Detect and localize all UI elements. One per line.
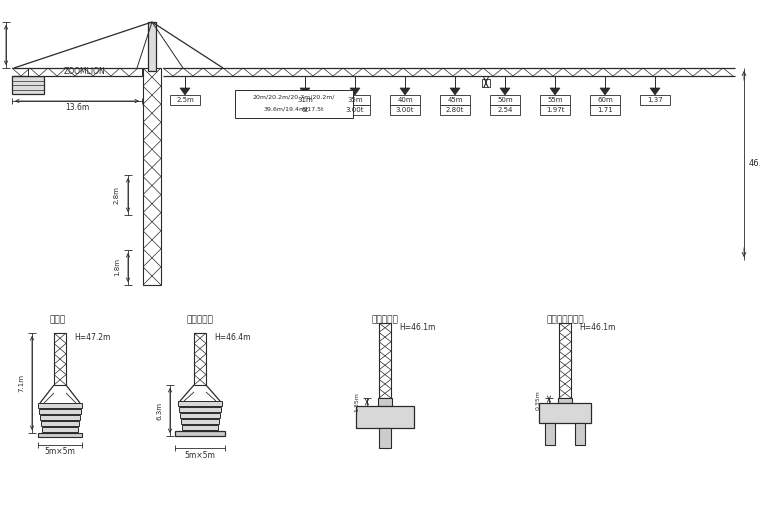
- Bar: [182, 425, 218, 430]
- Text: 支腿固定式: 支腿固定式: [372, 316, 398, 325]
- Polygon shape: [300, 88, 310, 95]
- Text: ZOOMLION: ZOOMLION: [64, 68, 106, 77]
- Polygon shape: [450, 88, 460, 95]
- Polygon shape: [400, 88, 410, 95]
- Text: 1.8m: 1.8m: [114, 258, 120, 277]
- Bar: [181, 419, 219, 424]
- Text: 35m: 35m: [347, 97, 363, 103]
- Bar: [379, 323, 391, 398]
- Bar: [640, 95, 670, 105]
- Text: 2.5m: 2.5m: [176, 97, 194, 103]
- Bar: [540, 105, 570, 115]
- Bar: [378, 398, 392, 406]
- Bar: [575, 423, 585, 445]
- Text: 45m: 45m: [447, 97, 463, 103]
- Text: 50m: 50m: [497, 97, 513, 103]
- Text: 2.80t: 2.80t: [446, 107, 464, 113]
- Polygon shape: [500, 88, 510, 95]
- Text: 31m: 31m: [297, 97, 313, 103]
- Text: 3.00t: 3.00t: [396, 107, 414, 113]
- Bar: [42, 427, 78, 432]
- Text: 6.3m: 6.3m: [156, 402, 162, 419]
- Text: 7.1m: 7.1m: [18, 374, 24, 392]
- Bar: [545, 423, 555, 445]
- Bar: [179, 407, 221, 412]
- Text: 40m: 40m: [397, 97, 413, 103]
- Bar: [539, 403, 591, 423]
- Text: 55m: 55m: [547, 97, 562, 103]
- Bar: [39, 409, 81, 414]
- Polygon shape: [180, 88, 190, 95]
- Text: 39.6m/19.4m/17.5t: 39.6m/19.4m/17.5t: [264, 106, 325, 111]
- Bar: [170, 95, 200, 105]
- Text: 0.35m: 0.35m: [536, 391, 541, 411]
- Bar: [340, 95, 370, 105]
- Bar: [38, 433, 82, 437]
- Polygon shape: [550, 88, 560, 95]
- Text: 底架固定式: 底架固定式: [186, 316, 214, 325]
- Bar: [180, 413, 220, 418]
- Bar: [194, 333, 206, 385]
- Bar: [440, 105, 470, 115]
- Bar: [41, 421, 79, 426]
- Bar: [490, 105, 520, 115]
- Text: 2.54: 2.54: [497, 107, 513, 113]
- Bar: [558, 398, 572, 403]
- Bar: [379, 428, 391, 448]
- Bar: [178, 401, 222, 406]
- Bar: [540, 95, 570, 105]
- Text: 1.97t: 1.97t: [546, 107, 564, 113]
- Text: 行走式: 行走式: [50, 316, 66, 325]
- Bar: [482, 79, 490, 87]
- Bar: [440, 95, 470, 105]
- Text: H=46.4m: H=46.4m: [214, 332, 251, 341]
- Polygon shape: [600, 88, 610, 95]
- Bar: [175, 431, 225, 436]
- Bar: [340, 105, 370, 115]
- Text: 1.35m: 1.35m: [354, 392, 359, 412]
- Bar: [590, 105, 620, 115]
- Text: 液压爬升固定式: 液压爬升固定式: [546, 316, 584, 325]
- Bar: [290, 95, 320, 105]
- Text: H=46.1m: H=46.1m: [579, 322, 616, 331]
- Text: H=47.2m: H=47.2m: [74, 332, 110, 341]
- Text: 2.8m: 2.8m: [114, 186, 120, 204]
- Bar: [490, 95, 520, 105]
- Bar: [559, 323, 571, 398]
- Bar: [235, 90, 353, 118]
- Bar: [390, 95, 420, 105]
- Text: 20m/20.2m/20.7m/20.2m/: 20m/20.2m/20.7m/20.2m/: [253, 94, 335, 100]
- Text: 13.6m: 13.6m: [65, 103, 89, 111]
- Bar: [290, 105, 320, 115]
- Polygon shape: [650, 88, 660, 95]
- Text: 46.1m: 46.1m: [749, 159, 760, 168]
- Bar: [143, 68, 161, 285]
- Text: 1.71: 1.71: [597, 107, 613, 113]
- Polygon shape: [350, 88, 360, 95]
- Text: 3.00t: 3.00t: [346, 107, 364, 113]
- Bar: [590, 95, 620, 105]
- Bar: [12, 76, 44, 94]
- Bar: [148, 22, 156, 71]
- Text: 6t: 6t: [302, 107, 309, 113]
- Bar: [38, 403, 82, 408]
- Text: 60m: 60m: [597, 97, 613, 103]
- Bar: [40, 415, 80, 420]
- Bar: [28, 68, 142, 76]
- Text: 5m×5m: 5m×5m: [45, 448, 75, 456]
- Text: 5m×5m: 5m×5m: [185, 451, 215, 460]
- Bar: [356, 406, 414, 428]
- Bar: [54, 333, 66, 385]
- Text: H=46.1m: H=46.1m: [399, 322, 435, 331]
- Bar: [390, 105, 420, 115]
- Text: 1.37: 1.37: [647, 97, 663, 103]
